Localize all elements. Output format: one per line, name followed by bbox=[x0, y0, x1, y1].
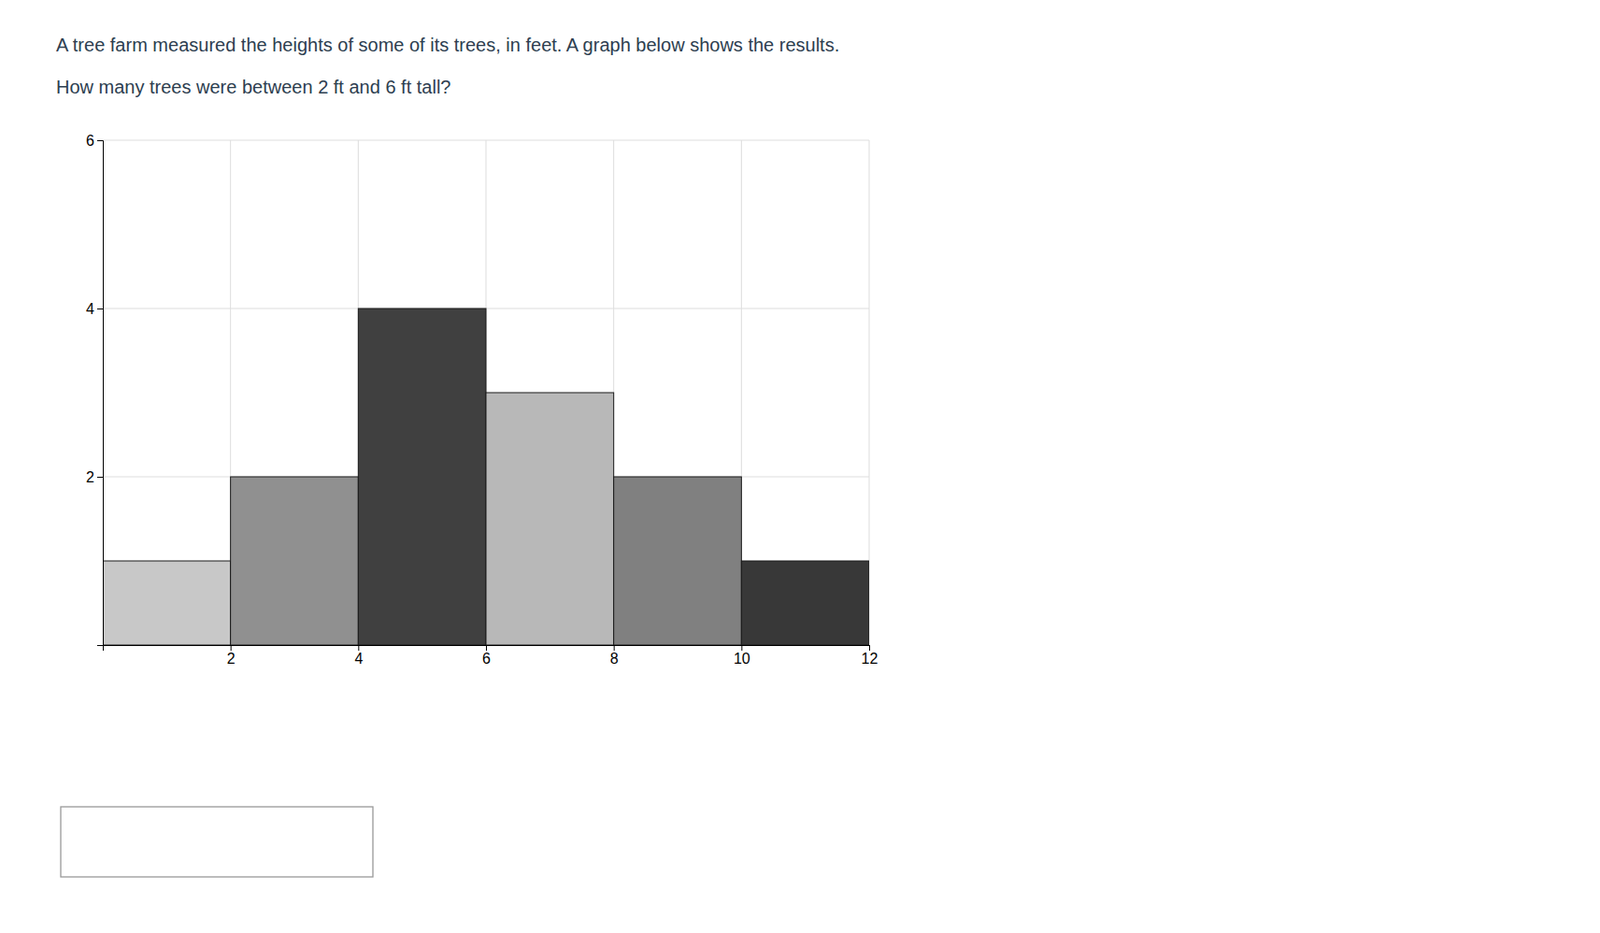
chart: A tree farm measured the heights of some… bbox=[0, 0, 1600, 933]
x-tick-label: 6 bbox=[482, 650, 491, 667]
y-tick-mark bbox=[97, 308, 103, 310]
x-tick: 8 bbox=[610, 644, 619, 667]
x-axis: 2 4 6 8 10 12 bbox=[103, 644, 879, 667]
plot: 2 4 6 8 10 12 2 4 6 bbox=[85, 132, 878, 668]
title: A tree farm measured the heights of some… bbox=[56, 34, 840, 56]
x-tick: 10 bbox=[733, 644, 751, 667]
x-tick-mark bbox=[869, 644, 871, 651]
x-tick: 6 bbox=[482, 644, 491, 667]
bar bbox=[485, 392, 615, 645]
x-tick-label: 2 bbox=[227, 650, 236, 667]
x-tick-mark bbox=[614, 644, 615, 651]
y-tick-label: 2 bbox=[85, 469, 95, 486]
bar bbox=[741, 560, 870, 645]
x-tick-mark bbox=[485, 644, 487, 651]
bar bbox=[357, 308, 486, 645]
bar bbox=[230, 476, 359, 645]
x-tick-mark bbox=[357, 644, 359, 651]
bars bbox=[102, 308, 870, 645]
subtitle: How many trees were between 2 ft and 6 f… bbox=[56, 76, 451, 98]
x-tick: 12 bbox=[861, 644, 879, 667]
y-tick-label: 4 bbox=[85, 300, 95, 317]
y-tick-mark bbox=[97, 140, 103, 142]
y-grid-line bbox=[102, 140, 870, 142]
y-axis-line bbox=[97, 141, 104, 646]
x-tick-label: 12 bbox=[861, 650, 879, 667]
y-tick: 4 bbox=[85, 300, 103, 317]
y-tick: 2 bbox=[85, 469, 103, 486]
x-tick-mark bbox=[741, 644, 743, 651]
grid bbox=[102, 140, 870, 645]
answer-box bbox=[60, 806, 373, 877]
x-tick: 2 bbox=[227, 644, 236, 667]
y-tick-label: 6 bbox=[85, 132, 95, 149]
x-tick: 4 bbox=[354, 644, 363, 667]
x-tick-label: 10 bbox=[733, 650, 751, 667]
y-axis: 2 4 6 bbox=[85, 132, 103, 646]
x-tick-mark bbox=[230, 644, 232, 651]
y-tick-mark bbox=[97, 476, 103, 478]
bar bbox=[102, 560, 231, 645]
x-tick-label: 8 bbox=[610, 650, 619, 667]
y-tick: 6 bbox=[85, 132, 103, 149]
x-tick-label: 4 bbox=[354, 650, 363, 667]
x-axis-line bbox=[103, 645, 871, 652]
bar bbox=[614, 476, 743, 645]
